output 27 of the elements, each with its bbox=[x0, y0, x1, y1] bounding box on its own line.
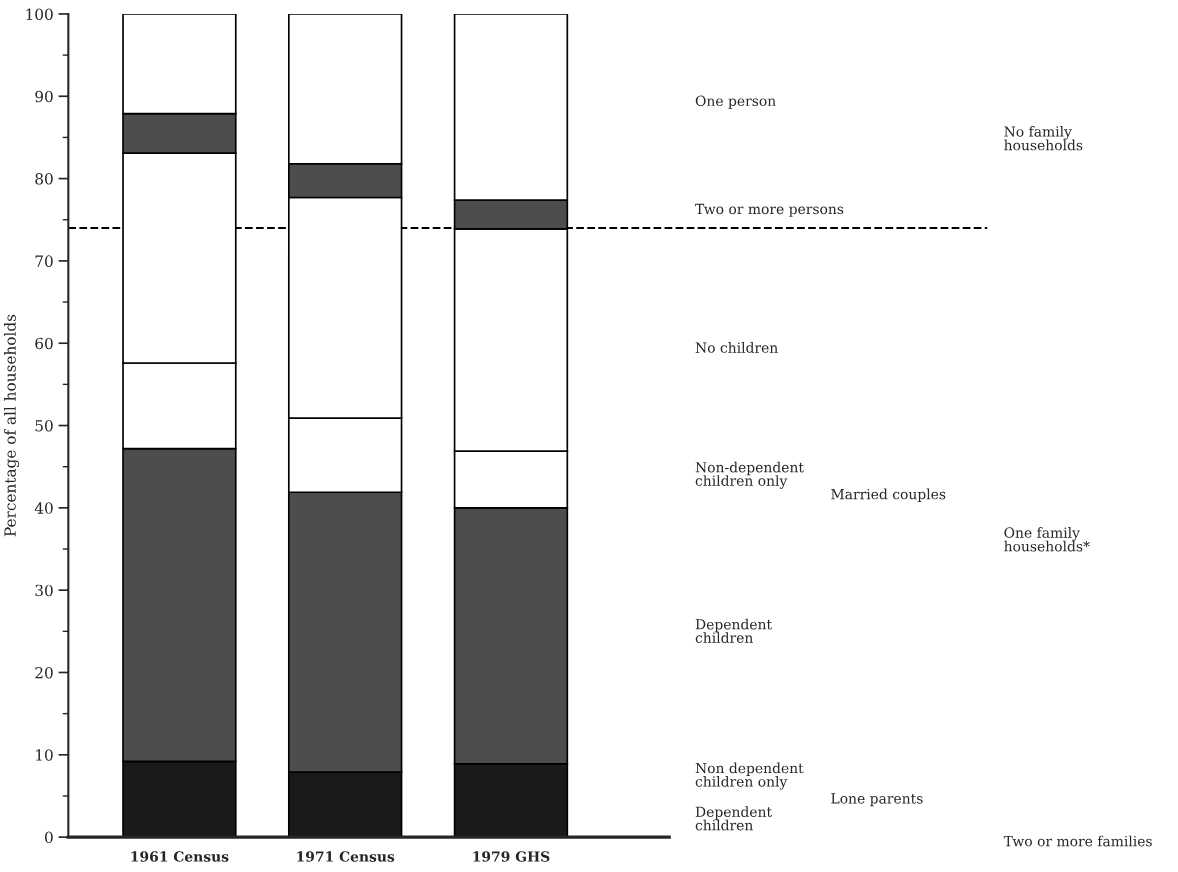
x-tick-label: 1971 Census bbox=[297, 851, 395, 862]
y-tick-label: 10 bbox=[36, 749, 53, 761]
y-tick-label: 70 bbox=[35, 255, 53, 267]
text: Non-dependent children only bbox=[695, 461, 804, 489]
y-tick-label: 50 bbox=[35, 420, 53, 432]
text: Dependent children bbox=[695, 806, 772, 831]
y-tick-label: 90 bbox=[35, 90, 53, 103]
text: Married couples bbox=[831, 488, 946, 503]
text: No family households bbox=[1004, 125, 1083, 151]
text: One person bbox=[695, 95, 776, 109]
y-tick-label: 80 bbox=[35, 173, 53, 185]
text: Non dependent children only bbox=[695, 762, 804, 790]
y-tick-label: 60 bbox=[35, 337, 53, 350]
y-axis-title: Percentage of all households bbox=[4, 314, 20, 537]
text: One family households* bbox=[1004, 527, 1090, 552]
text: Two or more families bbox=[1003, 835, 1152, 847]
y-tick-label: 100 bbox=[26, 8, 53, 20]
y-tick-label: 20 bbox=[35, 666, 53, 679]
y-tick-label: 40 bbox=[34, 502, 53, 514]
y-tick-label: 0 bbox=[45, 831, 53, 844]
x-tick-label: 1961 Census bbox=[131, 851, 229, 862]
x-tick-label: 1979 GHS bbox=[473, 851, 550, 862]
text: Dependent children bbox=[695, 618, 772, 643]
y-tick-label: 30 bbox=[35, 584, 53, 597]
text: Lone parents bbox=[831, 793, 923, 807]
text: Two or more persons bbox=[695, 203, 844, 217]
text: No children bbox=[695, 342, 778, 353]
